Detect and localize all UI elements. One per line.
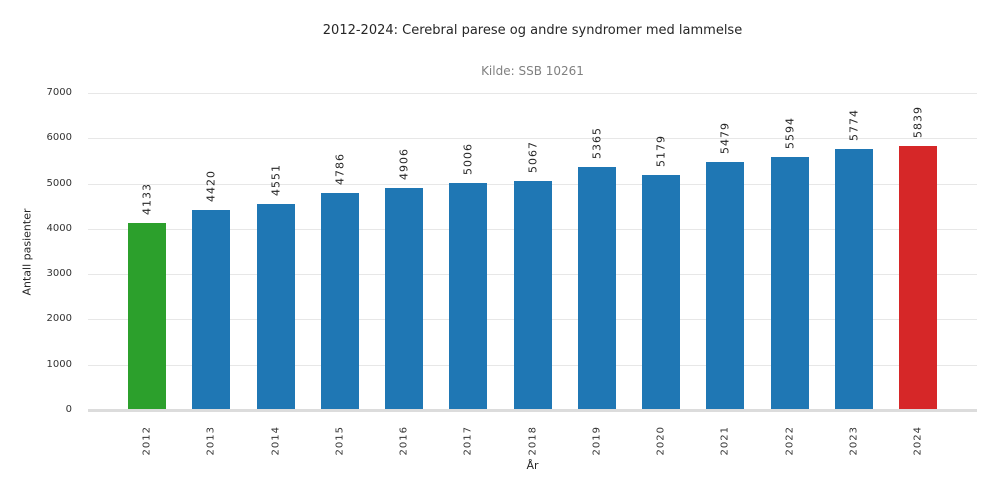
bar	[320, 193, 359, 410]
x-tick-anchor: 2020	[656, 426, 667, 459]
bar-value-label: 5179	[654, 135, 668, 168]
y-tick-label: 0	[65, 404, 72, 415]
chart-title: 2012-2024: Cerebral parese og andre synd…	[322, 23, 743, 38]
bar-value-label-anchor: 4906	[398, 148, 411, 184]
bar	[256, 203, 295, 410]
bar	[706, 161, 745, 410]
x-tick-anchor: 2022	[784, 426, 795, 459]
y-tick-label: 5000	[46, 177, 72, 189]
bar-value-label-anchor: 4786	[333, 153, 346, 189]
x-tick-anchor: 2024	[913, 426, 924, 459]
y-tick-label: 1000	[46, 358, 72, 370]
bar	[513, 180, 552, 410]
gridline	[88, 93, 977, 94]
bar-value-label: 4420	[204, 169, 218, 202]
plot-area: 4133 4420 4551 4786 4906 5006 5067 5365 5179 5479…	[88, 93, 977, 410]
x-tick-label: 2015	[334, 426, 346, 456]
bar-value-label: 5365	[590, 127, 604, 160]
bar-value-label: 4551	[269, 163, 282, 196]
x-tick-anchor: 2013	[206, 426, 217, 459]
x-tick-anchor: 2018	[527, 426, 538, 459]
bar	[899, 145, 937, 410]
x-tick-label: 2023	[848, 426, 860, 456]
bar-value-label-anchor: 4133	[141, 183, 154, 219]
bar-value-label-anchor: 5774	[847, 109, 860, 145]
bar-value-label: 5594	[783, 116, 796, 149]
bar	[192, 209, 231, 410]
x-tick-anchor: 2014	[270, 426, 281, 459]
x-tick-label: 2019	[591, 426, 603, 456]
y-tick-label: 2000	[46, 313, 72, 325]
x-tick-label: 2022	[784, 426, 795, 456]
x-axis-line	[88, 409, 977, 412]
x-tick-anchor: 2021	[720, 426, 731, 459]
x-tick-label: 2021	[719, 426, 731, 456]
y-tick-label: 4000	[46, 222, 72, 234]
gridline	[88, 138, 977, 140]
bar-value-label: 5774	[847, 108, 861, 141]
bar	[642, 175, 680, 410]
x-tick-anchor: 2019	[591, 426, 602, 459]
x-tick-label: 2012	[141, 426, 153, 456]
chart-subtitle: Kilde: SSB 10261	[481, 64, 584, 78]
bar	[449, 183, 488, 410]
bar	[834, 148, 873, 410]
x-tick-anchor: 2015	[334, 426, 345, 459]
bar-value-label-anchor: 4420	[205, 170, 218, 206]
y-axis-label: Antall pasienter	[20, 208, 34, 296]
x-axis-label: År	[526, 459, 539, 472]
bar-value-label-anchor: 5479	[719, 122, 732, 158]
x-tick-label: 2016	[398, 426, 410, 456]
bar-value-label-anchor: 4551	[269, 164, 282, 200]
bar-value-label: 4786	[333, 153, 347, 186]
y-tick-label: 3000	[46, 268, 72, 280]
bar-value-label-anchor: 5006	[462, 143, 475, 179]
bar	[128, 222, 166, 410]
x-tick-anchor: 2017	[463, 426, 474, 459]
bar	[770, 156, 809, 410]
bar-value-label-anchor: 5365	[590, 127, 603, 163]
y-tick-label: 7000	[46, 87, 72, 98]
x-tick-anchor: 2012	[142, 426, 153, 459]
x-tick-label: 2020	[655, 426, 667, 456]
bar	[385, 187, 423, 410]
bar	[577, 167, 616, 410]
bar-value-label: 5479	[718, 121, 732, 154]
x-tick-anchor: 2023	[848, 426, 859, 459]
bar-value-label: 5006	[461, 143, 475, 176]
x-tick-label: 2024	[912, 426, 924, 456]
bar-value-label-anchor: 5839	[912, 106, 925, 142]
bar-value-label: 5067	[526, 140, 539, 173]
x-tick-label: 2013	[205, 426, 217, 456]
x-tick-label: 2014	[270, 426, 281, 456]
x-tick-label: 2017	[462, 426, 474, 456]
x-tick-anchor: 2016	[399, 426, 410, 459]
bar-value-label-anchor: 5179	[655, 135, 668, 171]
y-tick-label: 6000	[46, 132, 72, 144]
bar-value-label-anchor: 5594	[783, 117, 796, 153]
bar-value-label: 4906	[397, 147, 411, 180]
bar-value-label: 5839	[911, 105, 925, 138]
x-tick-label: 2018	[527, 426, 538, 456]
bar-value-label: 4133	[140, 182, 154, 215]
bar-value-label-anchor: 5067	[526, 141, 539, 177]
